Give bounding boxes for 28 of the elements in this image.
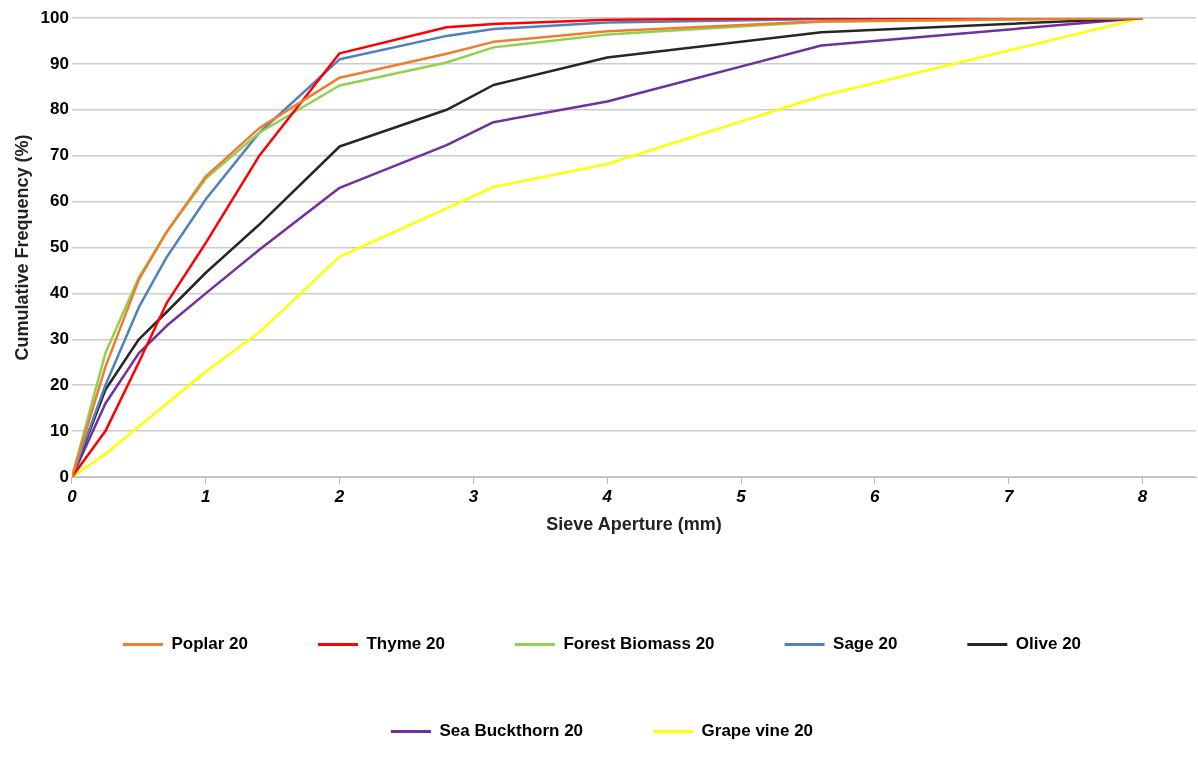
x-tick-label: 5 xyxy=(736,486,747,506)
y-tick-label: 20 xyxy=(50,374,69,394)
legend-label: Sea Buckthorn 20 xyxy=(439,721,584,741)
x-tick-label: 4 xyxy=(601,486,613,506)
x-tick-label: 8 xyxy=(1137,486,1148,506)
y-axis-title: Cumulative Frequency (%) xyxy=(11,134,32,361)
legend-label: Thyme 20 xyxy=(366,634,445,654)
legend-label: Forest Biomass 20 xyxy=(563,634,715,654)
y-tick-label: 0 xyxy=(59,466,69,486)
legend-label: Olive 20 xyxy=(1015,634,1082,654)
legend-label: Sage 20 xyxy=(833,634,898,654)
y-tick-label: 100 xyxy=(40,7,69,27)
x-tick-label: 6 xyxy=(870,486,881,506)
x-tick-label: 1 xyxy=(201,486,211,506)
legend-label: Grape vine 20 xyxy=(701,721,814,741)
y-tick-label: 30 xyxy=(50,328,69,348)
x-axis-title: Sieve Aperture (mm) xyxy=(546,514,722,535)
y-tick-label: 90 xyxy=(50,53,69,73)
x-tick-label: 2 xyxy=(333,486,345,506)
legend-label: Poplar 20 xyxy=(171,634,248,654)
y-tick-label: 70 xyxy=(50,145,69,165)
y-tick-label: 80 xyxy=(50,99,69,119)
y-tick-label: 50 xyxy=(50,237,69,257)
y-tick-label: 60 xyxy=(50,191,69,211)
x-tick-label: 7 xyxy=(1003,486,1015,506)
y-tick-label: 40 xyxy=(50,283,69,303)
x-tick-label: 3 xyxy=(468,486,479,506)
y-tick-label: 10 xyxy=(50,420,69,440)
